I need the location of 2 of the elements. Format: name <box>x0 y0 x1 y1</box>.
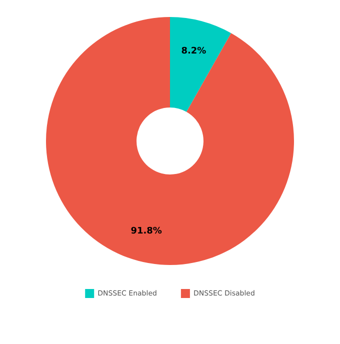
data-label: 8.2% <box>181 46 206 56</box>
data-label: 91.8% <box>130 226 162 236</box>
